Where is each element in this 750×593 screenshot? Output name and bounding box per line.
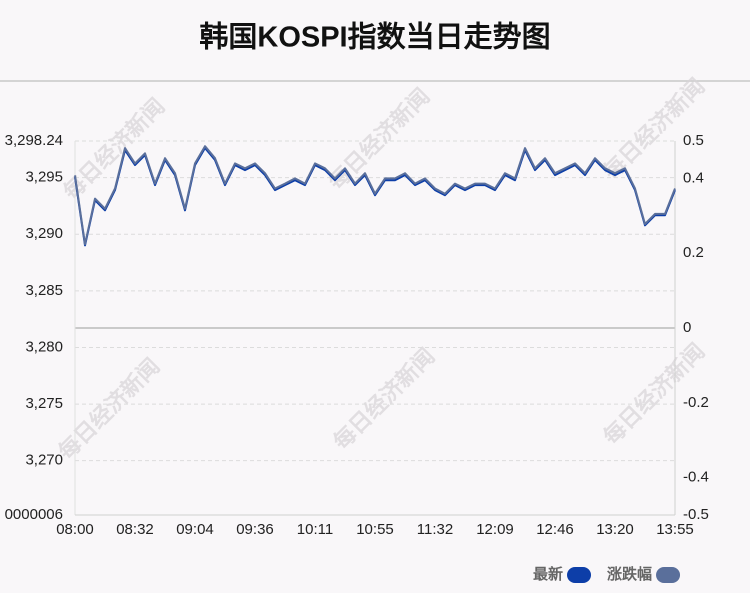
y2-tick-label: -0.2 xyxy=(683,394,709,411)
x-tick-label: 09:04 xyxy=(176,521,214,538)
y2-tick-label: 0 xyxy=(683,319,691,336)
x-tick-label: 10:11 xyxy=(297,521,333,538)
x-tick-label: 10:55 xyxy=(356,521,394,538)
plot: 3,298.243,2953,2903,2853,2803,2753,27000… xyxy=(5,132,709,538)
y2-tick-label: 0.4 xyxy=(683,169,704,186)
chart-title: 韩国KOSPI指数当日走势图 xyxy=(199,21,550,54)
x-tick-label: 11:32 xyxy=(417,521,453,538)
y-tick-label: 3,275 xyxy=(25,395,63,412)
x-tick-label: 13:55 xyxy=(656,521,694,538)
x-tick-label: 09:36 xyxy=(236,521,274,538)
y-tick-label: 3,290 xyxy=(25,225,63,242)
legend-label: 最新 xyxy=(533,565,563,583)
legend-label: 涨跌幅 xyxy=(607,565,652,583)
y-tick-label: 0000006 xyxy=(5,506,63,523)
y-tick-label: 3,280 xyxy=(25,338,63,355)
x-tick-label: 12:46 xyxy=(536,521,574,538)
x-tick-label: 08:00 xyxy=(56,521,94,538)
legend-swatch xyxy=(656,567,681,583)
y-tick-label: 3,298.24 xyxy=(5,132,63,149)
y2-tick-label: 0.5 xyxy=(683,132,704,149)
y-tick-label: 3,285 xyxy=(25,282,63,299)
y-tick-label: 3,295 xyxy=(25,169,63,186)
y-tick-label: 3,270 xyxy=(25,452,63,469)
series-line xyxy=(74,145,676,246)
x-tick-label: 13:20 xyxy=(596,521,634,538)
x-tick-label: 12:09 xyxy=(476,521,514,538)
y2-tick-label: -0.5 xyxy=(683,506,709,523)
x-tick-label: 08:32 xyxy=(116,521,154,538)
y2-tick-label: 0.2 xyxy=(683,244,704,261)
y2-tick-label: -0.4 xyxy=(683,469,709,486)
legend-swatch xyxy=(567,567,592,583)
